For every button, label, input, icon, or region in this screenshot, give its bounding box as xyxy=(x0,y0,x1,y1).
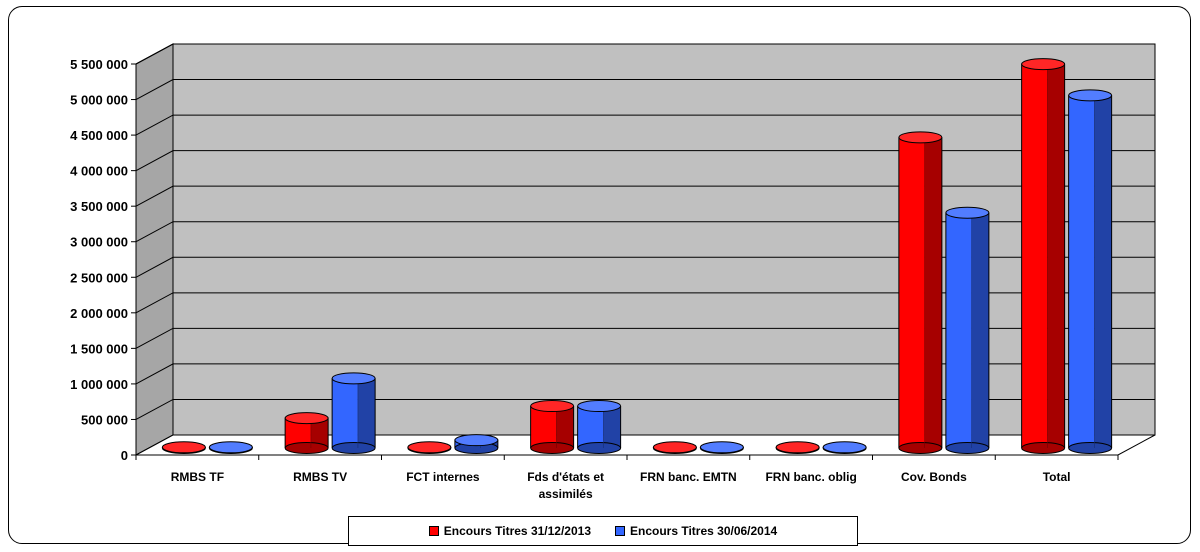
bar-base xyxy=(1069,443,1112,454)
bar-2014-fds-d-tats-et-assimil-s xyxy=(578,401,621,454)
y-tick-label: 4 000 000 xyxy=(70,164,128,179)
x-tick-label: FCT internes xyxy=(406,470,480,484)
bar-top xyxy=(578,401,621,412)
y-tick-label: 2 000 000 xyxy=(70,306,128,321)
bar-body-front xyxy=(531,406,557,448)
bar-2014-rmbs-tv xyxy=(332,373,375,454)
y-tick-label: 5 500 000 xyxy=(70,57,128,72)
bar-body-front xyxy=(946,213,972,448)
bar-base xyxy=(1022,443,1065,454)
x-tick-label: RMBS TV xyxy=(293,470,347,484)
bar-body-front xyxy=(332,378,358,448)
bar-body-side xyxy=(1047,64,1064,448)
bar-body-side xyxy=(603,406,620,448)
legend-entry-2013: Encours Titres 31/12/2013 xyxy=(429,524,591,538)
y-tick-label: 500 000 xyxy=(81,412,128,427)
bar-2014-cov-bonds xyxy=(946,207,989,453)
bar-base xyxy=(332,443,375,454)
bar-base xyxy=(946,443,989,454)
legend-swatch-2014 xyxy=(615,526,625,536)
bar-top xyxy=(1069,90,1112,101)
bar-body-side xyxy=(556,406,573,448)
bar-2013-rmbs-tf xyxy=(162,442,205,454)
legend-swatch-2013 xyxy=(429,526,439,536)
bar-top xyxy=(285,413,328,424)
y-tick-label: 0 xyxy=(121,448,128,463)
bar-body-front xyxy=(1069,95,1095,448)
bar-top xyxy=(455,435,498,446)
bar-2014-frn-banc-emtn xyxy=(700,442,743,454)
bar-body-side xyxy=(1094,95,1111,448)
bar-top xyxy=(776,442,819,453)
bar-base xyxy=(578,443,621,454)
y-tick-label: 2 500 000 xyxy=(70,270,128,285)
bar-top xyxy=(899,132,942,143)
bar-top xyxy=(531,401,574,412)
bar-body-side xyxy=(972,213,989,448)
bar-2014-total xyxy=(1069,90,1112,454)
bar-top xyxy=(653,442,696,453)
bar-2013-frn-banc-oblig xyxy=(776,442,819,454)
bar-2013-fct-internes xyxy=(408,442,451,454)
bar-top xyxy=(408,442,451,453)
x-tick-label: assimilés xyxy=(539,487,593,501)
legend-label-2013: Encours Titres 31/12/2013 xyxy=(444,524,591,538)
bar-2013-fds-d-tats-et-assimil-s xyxy=(531,401,574,454)
chart-back-wall xyxy=(173,44,1155,435)
bar-body-front xyxy=(1022,64,1048,448)
y-tick-label: 4 500 000 xyxy=(70,128,128,143)
bar-body-front xyxy=(899,137,925,448)
legend-label-2014: Encours Titres 30/06/2014 xyxy=(630,524,777,538)
legend-entry-2014: Encours Titres 30/06/2014 xyxy=(615,524,777,538)
bar-base xyxy=(285,443,328,454)
bar-top xyxy=(332,373,375,384)
bar-2014-rmbs-tf xyxy=(209,442,252,454)
y-tick-label: 1 500 000 xyxy=(70,341,128,356)
x-tick-label: Fds d'états et xyxy=(527,470,604,484)
bar-top xyxy=(1022,59,1065,70)
chart-side-wall xyxy=(136,44,173,455)
bar-top xyxy=(946,207,989,218)
y-tick-label: 3 000 000 xyxy=(70,235,128,250)
bar-top xyxy=(209,442,252,453)
bar-body-side xyxy=(925,137,942,448)
bar-base xyxy=(531,443,574,454)
bar-2014-fct-internes xyxy=(455,435,498,454)
bar-2014-frn-banc-oblig xyxy=(823,442,866,454)
bar-2013-rmbs-tv xyxy=(285,413,328,454)
legend: Encours Titres 31/12/2013 Encours Titres… xyxy=(348,516,858,546)
bar-2013-frn-banc-emtn xyxy=(653,442,696,454)
y-tick-label: 5 000 000 xyxy=(70,93,128,108)
bar-top xyxy=(162,442,205,453)
bar-body-side xyxy=(358,378,375,448)
y-tick-label: 1 000 000 xyxy=(70,377,128,392)
bar-base xyxy=(899,443,942,454)
bar-top xyxy=(700,442,743,453)
x-tick-label: Total xyxy=(1043,470,1071,484)
bar-2013-cov-bonds xyxy=(899,132,942,454)
bar-top xyxy=(823,442,866,453)
y-tick-label: 3 500 000 xyxy=(70,199,128,214)
x-tick-label: Cov. Bonds xyxy=(901,470,967,484)
x-tick-label: FRN banc. EMTN xyxy=(640,470,737,484)
bar-body-front xyxy=(578,406,604,448)
x-tick-label: FRN banc. oblig xyxy=(765,470,856,484)
x-tick-label: RMBS TF xyxy=(171,470,224,484)
bar-2013-total xyxy=(1022,59,1065,454)
